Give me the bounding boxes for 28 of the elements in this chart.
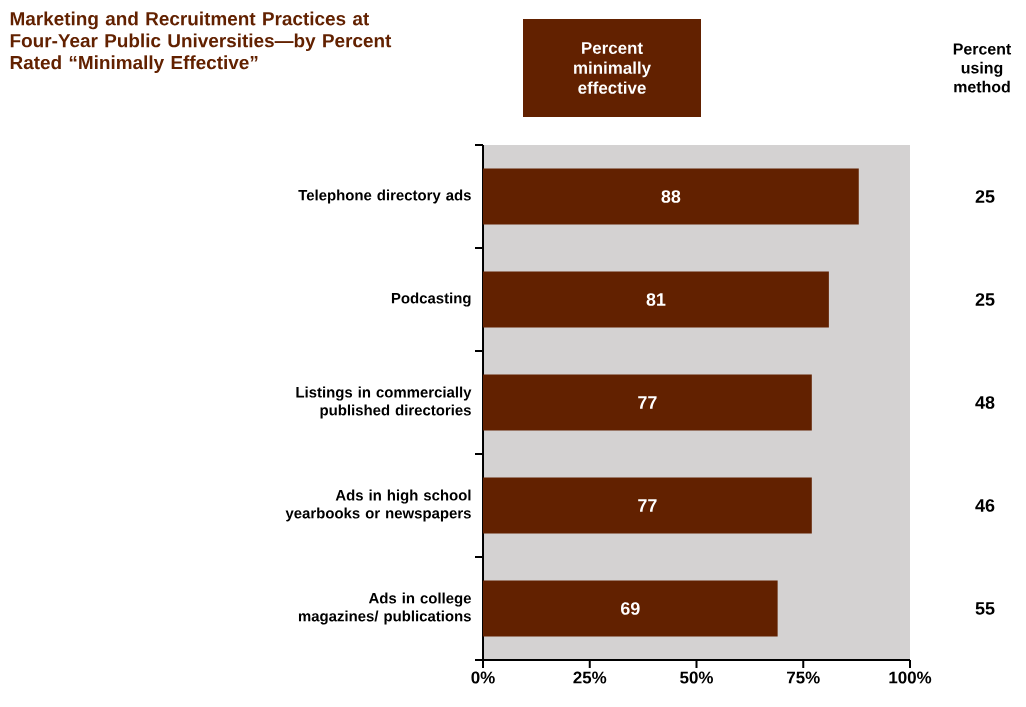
bar: [483, 477, 812, 534]
bar: [483, 374, 812, 431]
x-tick-label: 100%: [889, 671, 932, 684]
y-tick-label: Podcasting: [391, 292, 471, 307]
x-tick-label: 0%: [471, 671, 495, 684]
y-tick-label: Ads in college magazines/ publications: [298, 592, 471, 625]
bar: [483, 580, 778, 637]
text: Marketing and Recruitment Practices at Four-Year Public Universities—by Percent Rated “Minimally Effective”: [10, 11, 392, 73]
y-tick-label: Telephone directory ads: [298, 189, 471, 204]
y-tick-label: Listings in commercially published directories: [296, 386, 472, 419]
data-label: 81: [646, 293, 666, 306]
text: 55: [975, 602, 995, 615]
x-tick-label: 75%: [787, 671, 820, 684]
text: 48: [975, 396, 995, 409]
y-tick-label: Ads in high school yearbooks or newspapers: [285, 489, 471, 522]
text: Percent minimally effective: [574, 42, 651, 94]
data-label: 77: [638, 396, 657, 409]
bar: [483, 271, 829, 328]
data-label: 69: [621, 602, 640, 615]
text: 25: [975, 190, 995, 203]
data-label: 88: [661, 190, 681, 203]
data-label: 77: [638, 499, 657, 512]
text: Percent using method: [953, 43, 1012, 93]
x-tick-label: 50%: [680, 671, 713, 684]
bar: [483, 168, 859, 225]
text: 46: [975, 499, 995, 512]
text: 25: [975, 293, 995, 306]
x-tick-label: 25%: [573, 671, 607, 684]
